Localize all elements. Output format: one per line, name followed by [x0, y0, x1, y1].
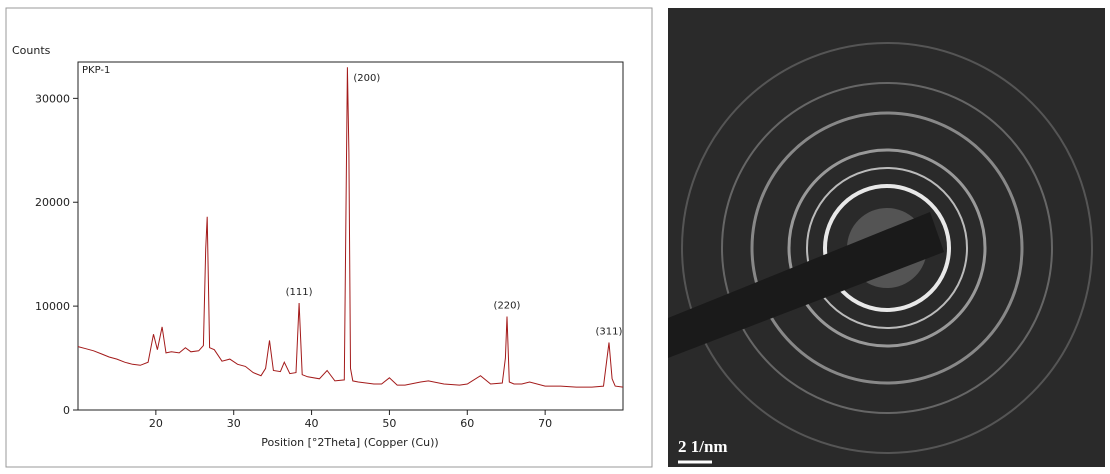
data-line	[77, 67, 624, 388]
scale-label: 2 1/nm	[678, 437, 728, 456]
peak-label: (111)	[286, 287, 313, 298]
x-tick-label: 40	[305, 417, 319, 430]
peak-label: (220)	[494, 301, 521, 312]
y-tick-label: 0	[63, 404, 70, 417]
ring	[806, 167, 968, 329]
x-tick-label: 70	[538, 417, 552, 430]
ring	[721, 82, 1053, 414]
y-tick-label: 10000	[35, 300, 70, 313]
peak-label: (311)	[596, 326, 623, 337]
y-tick-label: 30000	[35, 92, 70, 105]
x-tick-label: 30	[227, 417, 241, 430]
x-tick-label: 20	[149, 417, 163, 430]
sample-label: PKP-1	[82, 65, 110, 76]
x-tick-label: 50	[382, 417, 396, 430]
x-axis-label: Position [°2Theta] (Copper (Cu))	[261, 436, 438, 449]
y-tick-label: 20000	[35, 196, 70, 209]
ring	[787, 148, 987, 348]
chart-frame	[5, 7, 653, 468]
ring	[681, 42, 1093, 454]
saed-image: 2 1/nm	[668, 8, 1105, 467]
y-axis-label: Counts	[12, 44, 51, 57]
beam-stop	[668, 212, 944, 358]
ring	[823, 184, 951, 312]
x-tick-label: 60	[460, 417, 474, 430]
ring	[750, 111, 1024, 385]
plot-area	[77, 61, 624, 411]
peak-label: (200)	[353, 73, 380, 84]
